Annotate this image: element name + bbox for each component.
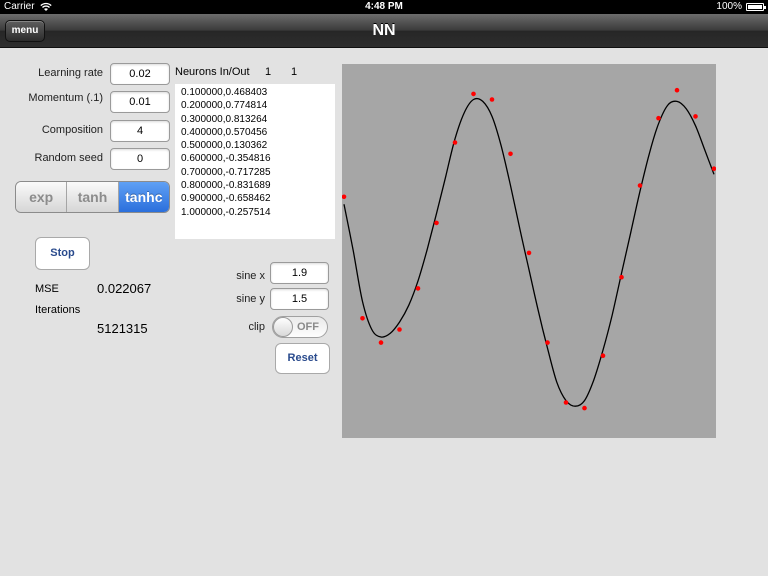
momentum-field[interactable]: 0.01	[110, 91, 170, 113]
carrier-label: Carrier	[4, 1, 35, 12]
composition-label: Composition	[41, 124, 103, 136]
training-point	[582, 405, 587, 411]
sample-line: 0.200000,0.774814	[181, 100, 268, 112]
sample-line: 0.700000,-0.717285	[181, 166, 271, 178]
neurons-label: Neurons In/Out	[175, 66, 250, 78]
training-point	[471, 91, 476, 97]
sine-y-label: sine y	[236, 293, 265, 305]
toggle-state-label: OFF	[297, 321, 319, 333]
momentum-label: Momentum (.1)	[28, 92, 103, 104]
segment-exp[interactable]: exp	[16, 182, 68, 212]
iterations-label: Iterations	[35, 304, 81, 316]
status-time: 4:48 PM	[365, 1, 403, 12]
plot-area	[341, 64, 717, 438]
composition-field[interactable]: 4	[110, 120, 170, 142]
neurons-out-value: 1	[291, 66, 298, 78]
page-title: NN	[372, 22, 396, 39]
training-point	[397, 327, 402, 332]
status-bar: Carrier 4:48 PM 100%	[0, 0, 768, 14]
sample-line: 0.100000,0.468403	[181, 87, 268, 98]
random-seed-label: Random seed	[34, 152, 104, 164]
training-point	[434, 220, 439, 226]
wifi-icon	[40, 2, 52, 11]
mse-value: 0.022067	[97, 281, 152, 296]
training-point	[526, 250, 532, 256]
menu-button[interactable]: menu	[5, 20, 45, 42]
segment-tanhc[interactable]: tanhc	[118, 182, 169, 212]
learning-rate-field[interactable]: 0.02	[110, 63, 170, 85]
sample-line: 0.500000,0.130362	[181, 140, 268, 152]
network-output-curve	[343, 97, 715, 407]
clip-label: clip	[248, 321, 265, 333]
clip-toggle[interactable]: OFF	[272, 316, 328, 338]
stop-button[interactable]: Stop	[35, 237, 90, 270]
training-point	[341, 194, 347, 200]
training-point	[637, 183, 643, 188]
sine-y-field[interactable]: 1.5	[270, 288, 329, 310]
sample-line: 0.800000,-0.831689	[181, 180, 271, 192]
sine-x-field[interactable]: 1.9	[270, 262, 329, 284]
segment-tanh[interactable]: tanh	[67, 182, 119, 212]
training-point	[563, 400, 569, 405]
mse-label: MSE	[35, 283, 59, 295]
training-point	[656, 115, 661, 121]
battery-icon	[746, 3, 766, 11]
samples-text-view[interactable]: 0.100000,0.468403 0.200000,0.774814 0.30…	[175, 84, 335, 239]
sample-line: 0.600000,-0.354816	[181, 153, 271, 165]
iterations-value: 5121315	[97, 321, 148, 336]
training-point	[693, 114, 698, 119]
plot-svg	[341, 87, 717, 411]
training-point	[508, 151, 513, 157]
sample-line: 0.400000,0.570456	[181, 126, 268, 138]
neurons-in-value: 1	[265, 66, 272, 78]
training-point	[415, 286, 421, 291]
sample-line: 1.000000,-0.257514	[181, 206, 271, 218]
training-point	[674, 87, 680, 93]
sine-x-label: sine x	[236, 270, 265, 282]
training-point	[489, 97, 495, 102]
navigation-bar: NN menu	[0, 14, 768, 48]
sample-line: 0.900000,-0.658462	[181, 193, 271, 205]
battery-percent: 100%	[716, 1, 742, 12]
training-point	[452, 140, 458, 145]
activation-segmented-control: exp tanh tanhc	[15, 181, 170, 213]
training-point	[545, 340, 550, 345]
training-point	[619, 274, 624, 280]
training-point	[600, 353, 606, 359]
learning-rate-label: Learning rate	[38, 67, 103, 79]
toggle-knob	[273, 317, 293, 337]
training-point	[378, 340, 384, 345]
training-point	[711, 166, 717, 171]
reset-button[interactable]: Reset	[275, 343, 330, 374]
sample-line: 0.300000,0.813264	[181, 113, 268, 125]
random-seed-field[interactable]: 0	[110, 148, 170, 170]
training-point	[360, 316, 365, 321]
